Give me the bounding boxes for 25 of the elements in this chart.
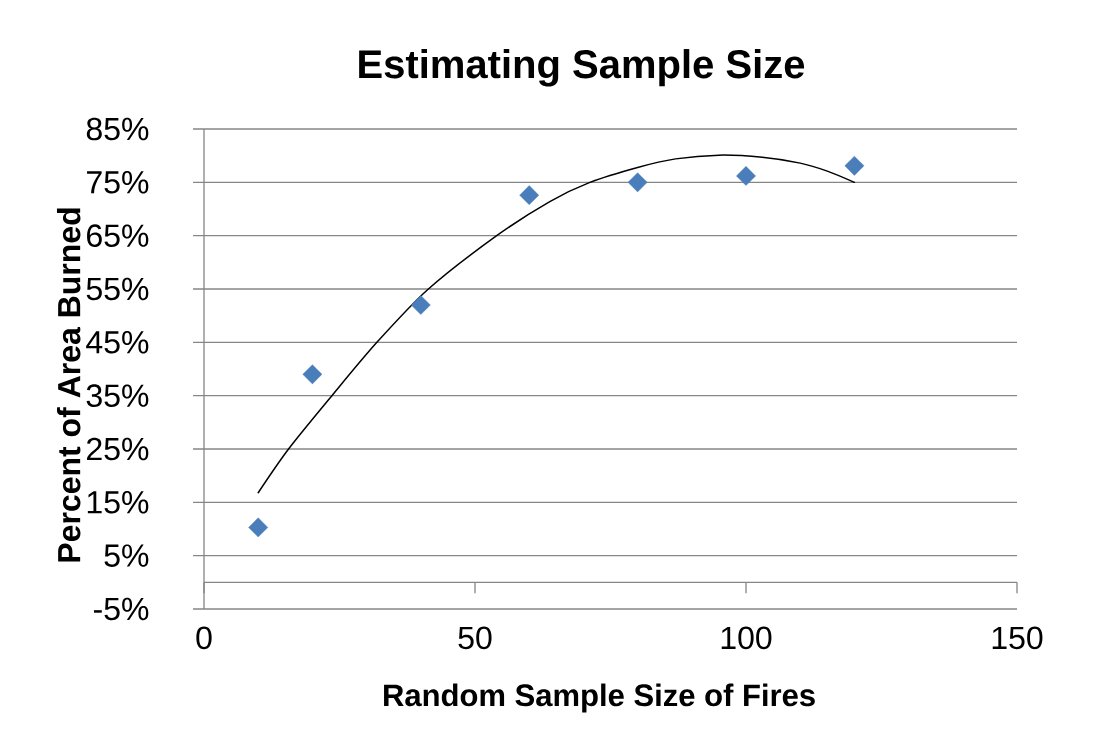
x-tick-label: 50 — [458, 626, 492, 650]
x-tick-label: 0 — [196, 626, 212, 650]
x-axis-title: Random Sample Size of Fires — [384, 683, 815, 713]
point — [410, 295, 431, 315]
point — [844, 155, 865, 176]
chart-title: Estimating Sample Size — [359, 49, 805, 87]
y-tick-label: 45% — [86, 331, 149, 354]
y-tick-label: 75% — [87, 171, 149, 194]
y-tick-label: 65% — [87, 224, 149, 247]
y-tick-label: 55% — [86, 277, 149, 301]
point — [736, 166, 756, 186]
x-tick-label: 150 — [992, 626, 1043, 650]
y-tick-label: 85% — [86, 117, 149, 141]
y-tick-label: 15% — [87, 491, 149, 514]
point — [519, 185, 540, 205]
line-series — [257, 154, 856, 494]
point — [248, 517, 269, 538]
x-tick-label: 100 — [721, 626, 772, 650]
y-tick-label: -5% — [93, 597, 149, 621]
point — [627, 172, 648, 193]
y-tick-label: 25% — [87, 437, 149, 461]
y-axis-title: Percent of Area Burned — [56, 208, 81, 562]
y-tick-label: 5% — [104, 544, 149, 567]
y-tick-label: 35% — [86, 384, 149, 407]
point — [302, 364, 323, 385]
